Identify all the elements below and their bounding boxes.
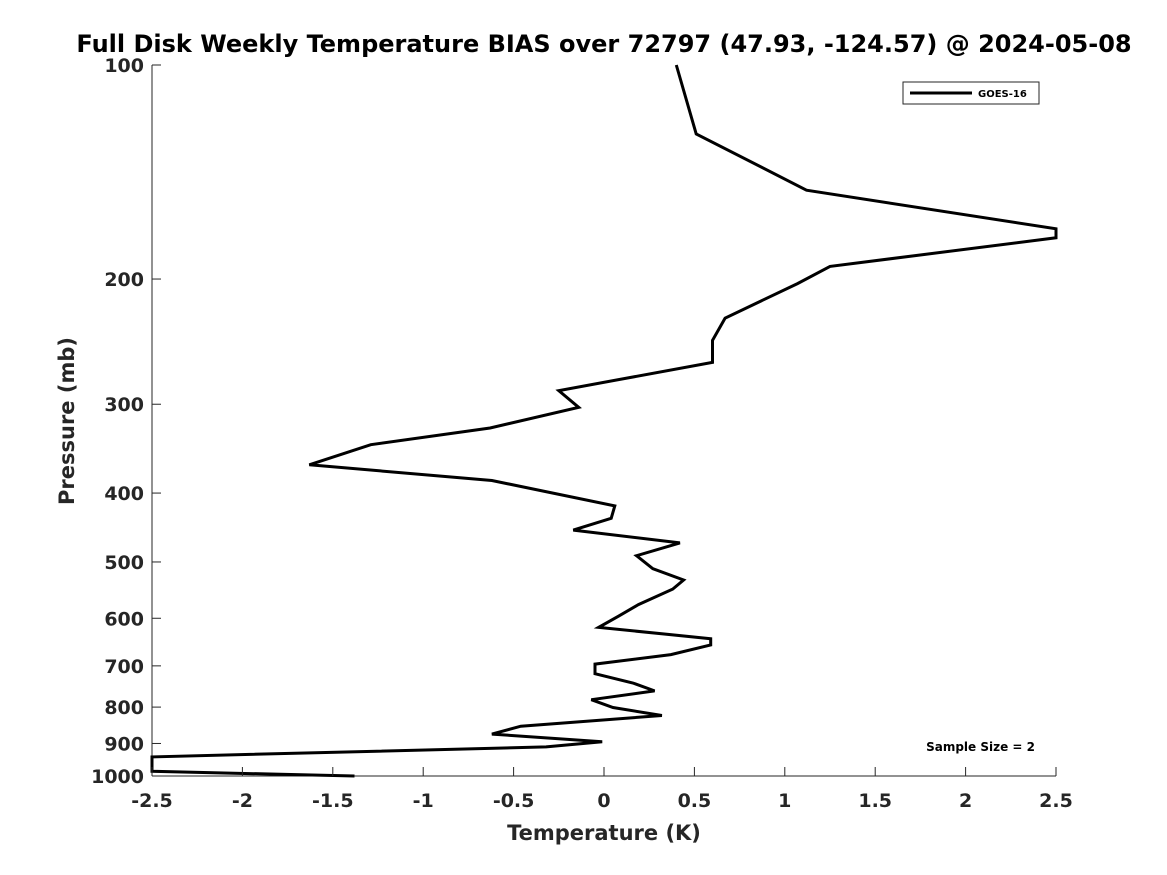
series-line-goes-16 [150, 64, 1058, 778]
series-layer [150, 64, 1058, 778]
y-tick-label: 100 [104, 55, 144, 77]
y-tick-label: 300 [104, 394, 144, 416]
sample-size-annotation: Sample Size = 2 [926, 740, 1035, 754]
x-tick-label: 0 [597, 790, 610, 812]
y-axis-ticks: 100 200 300 400 500 600 700 800 900 1000 [91, 55, 161, 788]
x-tick-label: -1.5 [312, 790, 354, 812]
y-tick-label: 200 [104, 269, 144, 291]
x-tick-label: 1 [778, 790, 791, 812]
x-tick-label: 2 [959, 790, 972, 812]
y-tick-label: 700 [104, 656, 144, 678]
chart-title: Full Disk Weekly Temperature BIAS over 7… [76, 30, 1131, 58]
plot-background [152, 65, 1056, 776]
y-tick-label: 800 [104, 697, 144, 719]
y-tick-label: 900 [104, 733, 144, 755]
x-tick-label: -1 [413, 790, 434, 812]
x-tick-label: -2 [232, 790, 253, 812]
y-axis-label: Pressure (mb) [55, 337, 79, 505]
x-tick-label: -2.5 [131, 790, 173, 812]
x-axis-label: Temperature (K) [507, 821, 701, 845]
y-tick-label: 1000 [91, 766, 144, 788]
legend-label-goes-16: GOES-16 [978, 89, 1027, 100]
x-tick-label: 1.5 [858, 790, 892, 812]
x-tick-label: -0.5 [493, 790, 535, 812]
y-tick-label: 400 [104, 483, 144, 505]
y-tick-label: 600 [104, 608, 144, 630]
x-tick-label: 2.5 [1039, 790, 1073, 812]
x-tick-label: 0.5 [678, 790, 712, 812]
legend: GOES-16 [902, 81, 1040, 105]
y-tick-label: 500 [104, 552, 144, 574]
plot-area [150, 64, 1058, 778]
x-axis-ticks: -2.5 -2 -1.5 -1 -0.5 0 0.5 1 1.5 2 2.5 [131, 767, 1073, 812]
